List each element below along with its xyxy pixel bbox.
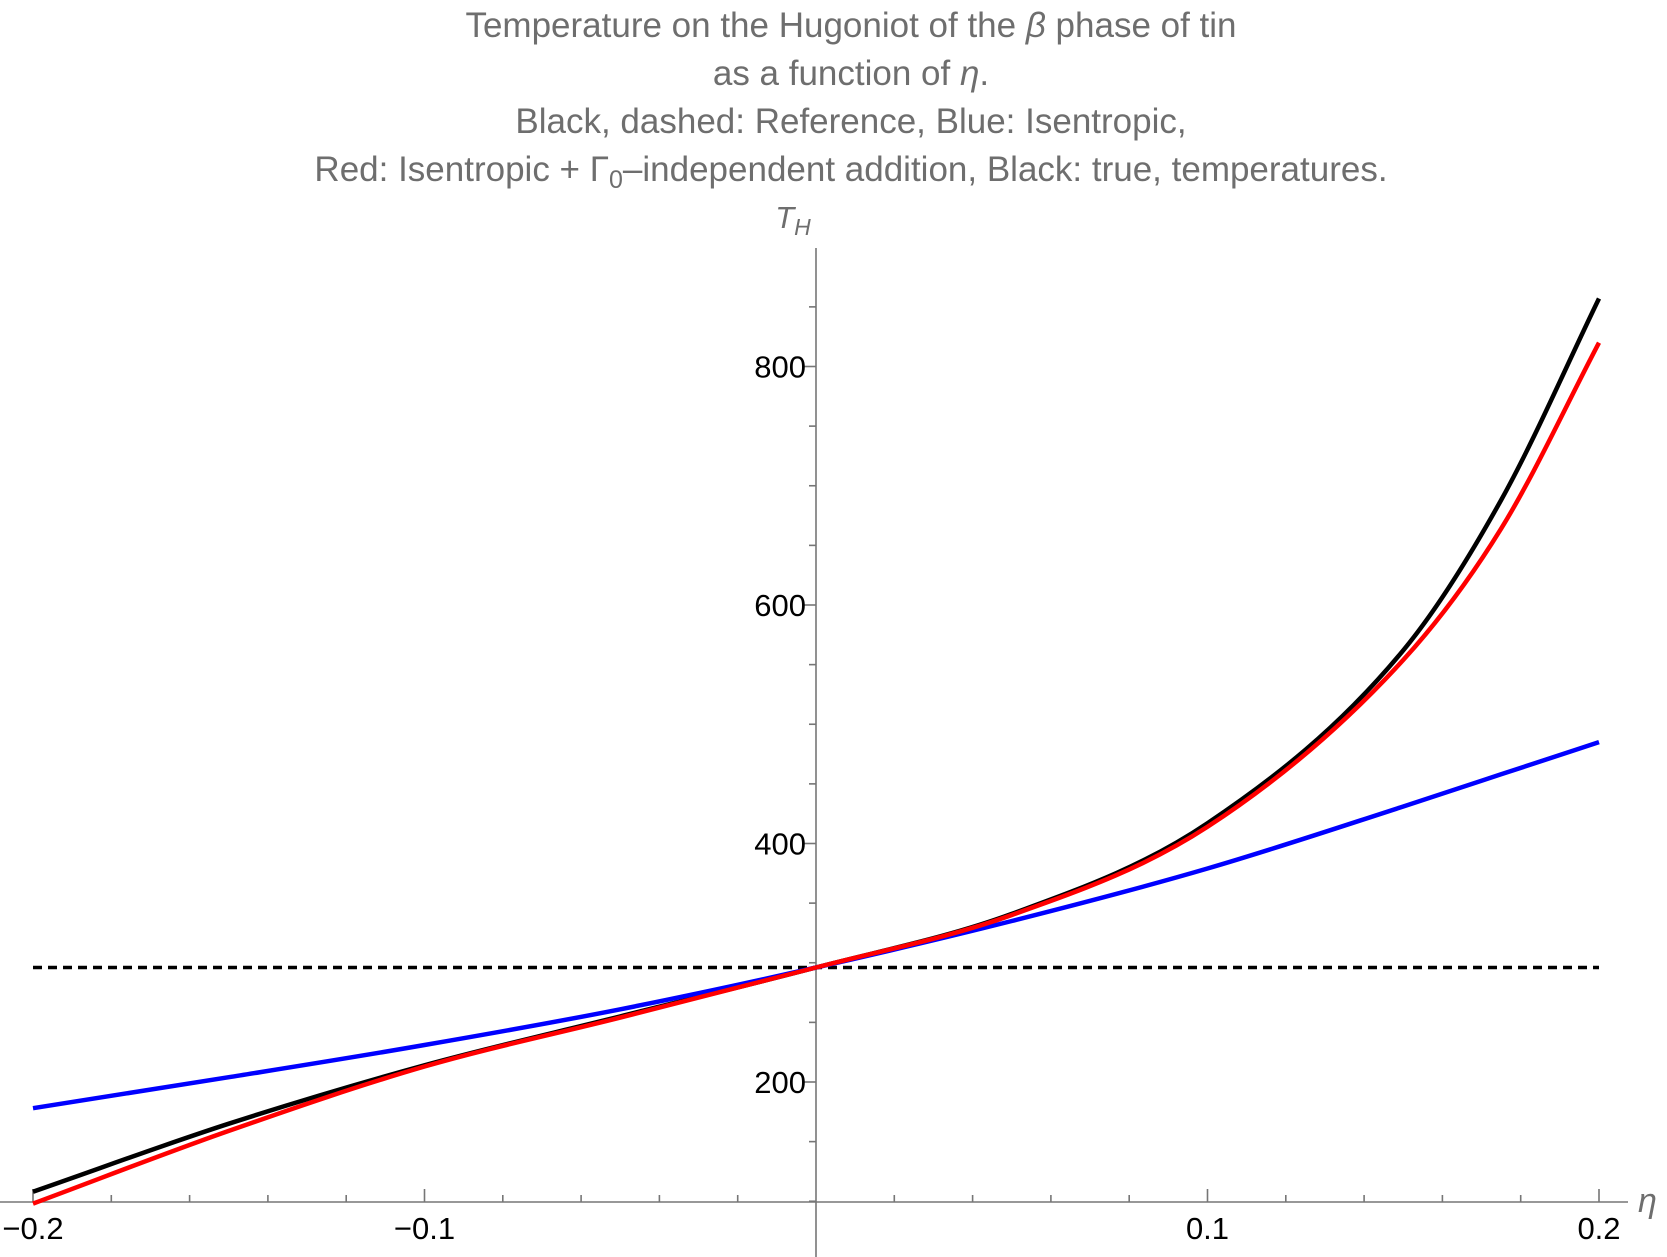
title-line-1: Temperature on the Hugoniot of the β pha… bbox=[35, 2, 1667, 50]
title-text-segment: as a function of bbox=[712, 54, 960, 93]
title-text-segment: phase of tin bbox=[1045, 6, 1237, 45]
title-text-segment: Red: Isentropic + bbox=[314, 150, 590, 189]
y-tick-label: 400 bbox=[754, 827, 806, 862]
y-axis-label: TH bbox=[775, 200, 811, 240]
title-text-segment: Γ bbox=[589, 150, 609, 189]
curve-isentropic-0-independent-addition bbox=[32, 341, 1601, 1206]
x-axis-ticks bbox=[32, 1189, 1600, 1202]
title-text-segment: η bbox=[959, 54, 980, 93]
y-tick-label: 800 bbox=[754, 350, 806, 385]
title-text-segment: Temperature on the Hugoniot of the bbox=[465, 6, 1026, 45]
x-tick-label: 0.2 bbox=[1577, 1211, 1620, 1246]
y-tick-label: 200 bbox=[754, 1065, 806, 1100]
y-tick-labels: 200 400 600 800 bbox=[754, 350, 806, 1101]
y-tick-label: 600 bbox=[754, 588, 806, 623]
title-text-segment: . bbox=[979, 54, 990, 93]
title-text-segment: Black, dashed: Reference, Blue: Isentrop… bbox=[515, 102, 1187, 141]
title-line-4: Red: Isentropic + Γ0–independent additio… bbox=[35, 146, 1667, 204]
title-line-3: Black, dashed: Reference, Blue: Isentrop… bbox=[35, 98, 1667, 146]
x-tick-labels: −0.2 −0.1 0.1 0.2 bbox=[2, 1211, 1620, 1246]
chart-title: Temperature on the Hugoniot of the β pha… bbox=[35, 2, 1667, 204]
title-text-segment: 0 bbox=[609, 166, 623, 194]
x-tick-label: 0.1 bbox=[1186, 1211, 1229, 1246]
x-tick-label: −0.1 bbox=[394, 1211, 455, 1246]
x-axis-label: η bbox=[1638, 1182, 1657, 1220]
title-text-segment: β bbox=[1025, 6, 1046, 45]
title-text-segment: –independent addition, Black: true, temp… bbox=[622, 150, 1388, 189]
title-line-2: as a function of η. bbox=[35, 50, 1667, 98]
x-tick-label: −0.2 bbox=[2, 1211, 63, 1246]
y-axis-ticks bbox=[803, 306, 816, 1203]
